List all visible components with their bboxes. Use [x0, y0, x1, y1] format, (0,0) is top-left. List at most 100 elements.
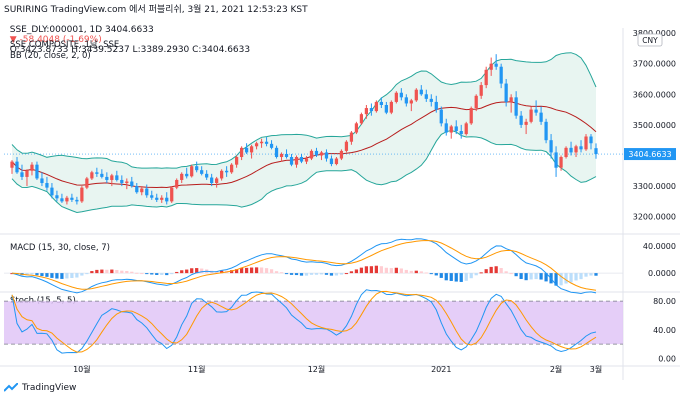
candle-body: [364, 108, 369, 115]
macd-histogram-bar: [569, 273, 573, 283]
candle-body: [509, 97, 513, 102]
macd-histogram-bar: [195, 268, 199, 274]
candle-body: [409, 100, 413, 104]
candle-body: [274, 147, 279, 158]
macd-histogram-bar: [110, 269, 114, 274]
publish-info: SURIRING TradingView.com 에서 퍼블리쉬, 3월 21,…: [4, 5, 308, 15]
candle-body: [524, 121, 528, 125]
candle-body: [479, 85, 483, 96]
candle-body: [95, 172, 99, 174]
currency-label: CNY: [642, 36, 658, 45]
macd-histogram-bar: [344, 273, 349, 275]
macd-histogram-bar: [584, 273, 588, 277]
candle-body: [334, 158, 339, 165]
candle-body: [249, 146, 254, 153]
currency-badge: [637, 33, 663, 47]
time-tick-label: 12월: [308, 364, 326, 374]
macd-histogram-bar: [324, 273, 329, 275]
candle-body: [494, 63, 498, 67]
candle-body: [449, 126, 453, 133]
symbol-info: SSE_DLY:000001, 1D 3404.6633 ▼ -58.4048 …: [4, 15, 250, 55]
macd-histogram-bar: [509, 273, 513, 275]
candle-body: [105, 176, 109, 180]
macd-histogram-bar: [264, 268, 269, 274]
macd-histogram-bar: [459, 273, 463, 282]
stoch-tick-label: 80.00: [653, 297, 676, 306]
last-price-tag-label: 3404.6633: [628, 150, 671, 159]
macd-histogram-bar: [100, 269, 104, 274]
macd-histogram-bar: [369, 266, 374, 274]
macd-histogram-bar: [594, 273, 598, 276]
macd-histogram-bar: [155, 273, 159, 275]
macd-histogram-bar: [464, 273, 468, 281]
candle-body: [210, 177, 214, 184]
candle-body: [10, 161, 14, 168]
macd-histogram-bar: [424, 272, 428, 274]
candle-body: [239, 147, 244, 158]
candle-body: [35, 164, 39, 179]
candle-body: [234, 157, 239, 165]
candle-body: [404, 97, 408, 104]
candle-body: [264, 141, 269, 144]
candle-body: [549, 140, 553, 153]
bb-upper-line: [11, 52, 597, 169]
candle-body: [70, 197, 74, 200]
macd-histogram-bar: [30, 273, 34, 275]
macd-histogram-bar: [579, 273, 583, 280]
macd-line: [11, 238, 597, 295]
macd-histogram-bar: [454, 273, 458, 282]
macd-histogram-bar: [200, 268, 204, 274]
macd-histogram-bar: [544, 273, 548, 282]
candle-body: [419, 89, 423, 95]
macd-histogram-bar: [334, 273, 339, 276]
macd-histogram-bar: [564, 273, 568, 284]
time-tick-label: 3월: [590, 364, 602, 374]
macd-histogram-bar: [554, 273, 558, 286]
macd-histogram-bar: [105, 269, 109, 274]
candle-body: [60, 198, 64, 202]
candle-body: [434, 101, 438, 110]
candle-body: [85, 178, 89, 188]
candle-body: [220, 170, 224, 179]
macd-histogram-bar: [534, 273, 538, 280]
macd-histogram-bar: [254, 267, 259, 274]
candle-body: [100, 173, 104, 177]
macd-histogram-bar: [419, 271, 423, 274]
candle-body: [444, 123, 448, 133]
macd-histogram-bar: [55, 273, 59, 279]
candle-body: [125, 181, 129, 184]
macd-histogram-bar: [504, 271, 508, 274]
macd-label: MACD (15, 30, close, 7): [10, 243, 110, 253]
macd-histogram-bar: [244, 267, 249, 274]
candle-body: [309, 150, 314, 159]
macd-histogram-bar: [374, 265, 378, 274]
candle-body: [190, 166, 194, 177]
macd-histogram-bar: [145, 273, 149, 275]
macd-histogram-bar: [230, 270, 234, 274]
candle-body: [155, 197, 159, 200]
macd-histogram-bar: [574, 273, 578, 281]
candle-body: [359, 114, 364, 124]
candle-body: [200, 170, 204, 174]
candle-body: [429, 98, 433, 102]
candle-body: [569, 147, 573, 153]
candle-body: [504, 83, 508, 102]
macd-histogram-bar: [399, 268, 403, 274]
candle-body: [45, 183, 49, 188]
candle-body: [259, 141, 264, 144]
candle-body: [574, 146, 578, 153]
macd-histogram-bar: [25, 273, 29, 276]
stoch-band-fill: [4, 301, 623, 345]
candle-body: [160, 197, 164, 200]
candle-body: [135, 186, 139, 193]
candle-body: [205, 173, 209, 178]
macd-histogram-bar: [234, 269, 239, 274]
candle-body: [25, 170, 29, 177]
macd-histogram-bar: [529, 273, 533, 280]
bb-label: BB (20, close, 2, 0): [10, 51, 91, 61]
candle-body: [439, 109, 443, 124]
candle-body: [175, 179, 179, 188]
macd-histogram-bar: [364, 266, 369, 274]
candle-body: [279, 153, 284, 158]
macd-histogram-bar: [90, 271, 94, 274]
